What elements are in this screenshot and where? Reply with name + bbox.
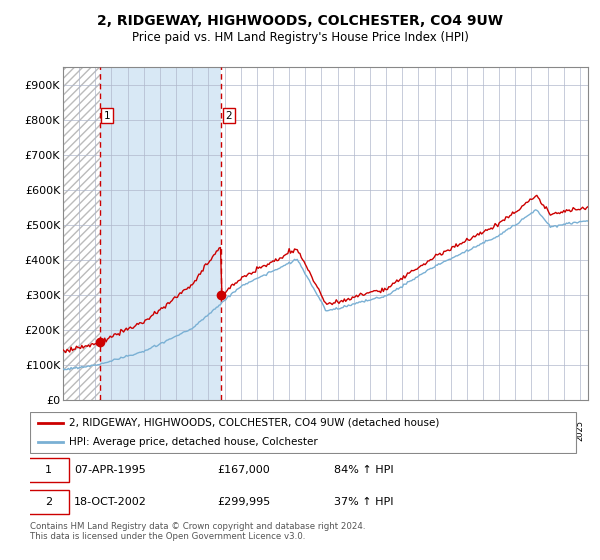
Text: 2014: 2014: [398, 421, 407, 441]
Text: 2003: 2003: [220, 421, 229, 441]
Text: 1999: 1999: [155, 421, 164, 441]
FancyBboxPatch shape: [27, 491, 68, 514]
Text: 2005: 2005: [253, 421, 262, 441]
Text: 1994: 1994: [74, 421, 83, 441]
Text: 2016: 2016: [430, 421, 439, 441]
Text: 2013: 2013: [382, 421, 391, 441]
Text: 2006: 2006: [268, 421, 277, 441]
Text: 2023: 2023: [543, 421, 552, 441]
FancyBboxPatch shape: [30, 412, 577, 452]
Text: 2018: 2018: [463, 421, 472, 441]
Text: Contains HM Land Registry data © Crown copyright and database right 2024.
This d: Contains HM Land Registry data © Crown c…: [30, 522, 365, 542]
Text: 84% ↑ HPI: 84% ↑ HPI: [334, 465, 393, 475]
Text: 1993: 1993: [58, 421, 67, 441]
Text: 07-APR-1995: 07-APR-1995: [74, 465, 146, 475]
Text: 1: 1: [104, 110, 110, 120]
Text: 2: 2: [44, 497, 52, 507]
Text: 2008: 2008: [301, 421, 310, 441]
Text: 2000: 2000: [172, 421, 181, 441]
Text: 2, RIDGEWAY, HIGHWOODS, COLCHESTER, CO4 9UW: 2, RIDGEWAY, HIGHWOODS, COLCHESTER, CO4 …: [97, 14, 503, 28]
Text: 2011: 2011: [349, 421, 358, 441]
Text: 1996: 1996: [107, 421, 116, 441]
Text: 2024: 2024: [559, 421, 568, 441]
Text: 2010: 2010: [333, 421, 342, 441]
Bar: [100, 67, 221, 400]
Bar: [63, 67, 100, 400]
Text: 2025: 2025: [575, 421, 584, 441]
Text: 2019: 2019: [478, 421, 487, 441]
Text: 1995: 1995: [91, 421, 100, 441]
Text: 1997: 1997: [123, 421, 132, 441]
Text: 1998: 1998: [139, 421, 148, 441]
FancyBboxPatch shape: [27, 458, 68, 482]
Text: 2015: 2015: [414, 421, 423, 441]
Text: 2017: 2017: [446, 421, 455, 441]
Text: 37% ↑ HPI: 37% ↑ HPI: [334, 497, 393, 507]
Text: £167,000: £167,000: [218, 465, 271, 475]
Text: 2020: 2020: [494, 421, 503, 441]
Text: 2007: 2007: [284, 421, 293, 441]
Text: 2022: 2022: [527, 421, 536, 441]
Text: 2021: 2021: [511, 421, 520, 441]
Text: 18-OCT-2002: 18-OCT-2002: [74, 497, 147, 507]
Text: 2, RIDGEWAY, HIGHWOODS, COLCHESTER, CO4 9UW (detached house): 2, RIDGEWAY, HIGHWOODS, COLCHESTER, CO4 …: [68, 418, 439, 428]
Text: 1: 1: [45, 465, 52, 475]
Text: 2012: 2012: [365, 421, 374, 441]
Text: HPI: Average price, detached house, Colchester: HPI: Average price, detached house, Colc…: [68, 437, 317, 447]
Text: 2009: 2009: [317, 421, 326, 441]
Text: 2002: 2002: [204, 421, 213, 441]
Text: 2001: 2001: [188, 421, 197, 441]
Text: 2: 2: [226, 110, 232, 120]
Text: £299,995: £299,995: [218, 497, 271, 507]
Text: Price paid vs. HM Land Registry's House Price Index (HPI): Price paid vs. HM Land Registry's House …: [131, 31, 469, 44]
Text: 2004: 2004: [236, 421, 245, 441]
